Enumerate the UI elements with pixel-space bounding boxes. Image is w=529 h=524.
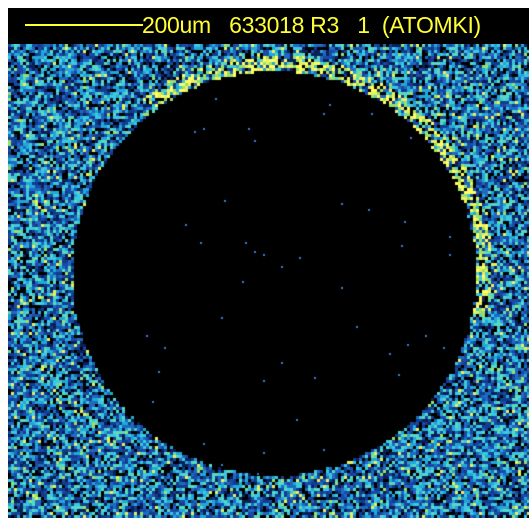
header-text: 200um 633018 R3 1 (ATOMKI) (142, 11, 481, 39)
scale-label: 200um (142, 12, 211, 38)
frame-number: 1 (357, 12, 370, 38)
sample-id: 633018 R3 (229, 12, 339, 38)
header-bar: 200um 633018 R3 1 (ATOMKI) (8, 8, 529, 44)
scale-bar (25, 24, 143, 26)
lab-label: (ATOMKI) (381, 12, 481, 38)
intensity-map (8, 44, 529, 518)
ion-beam-map: 200um 633018 R3 1 (ATOMKI) (8, 8, 529, 518)
intensity-map-canvas (8, 44, 529, 518)
